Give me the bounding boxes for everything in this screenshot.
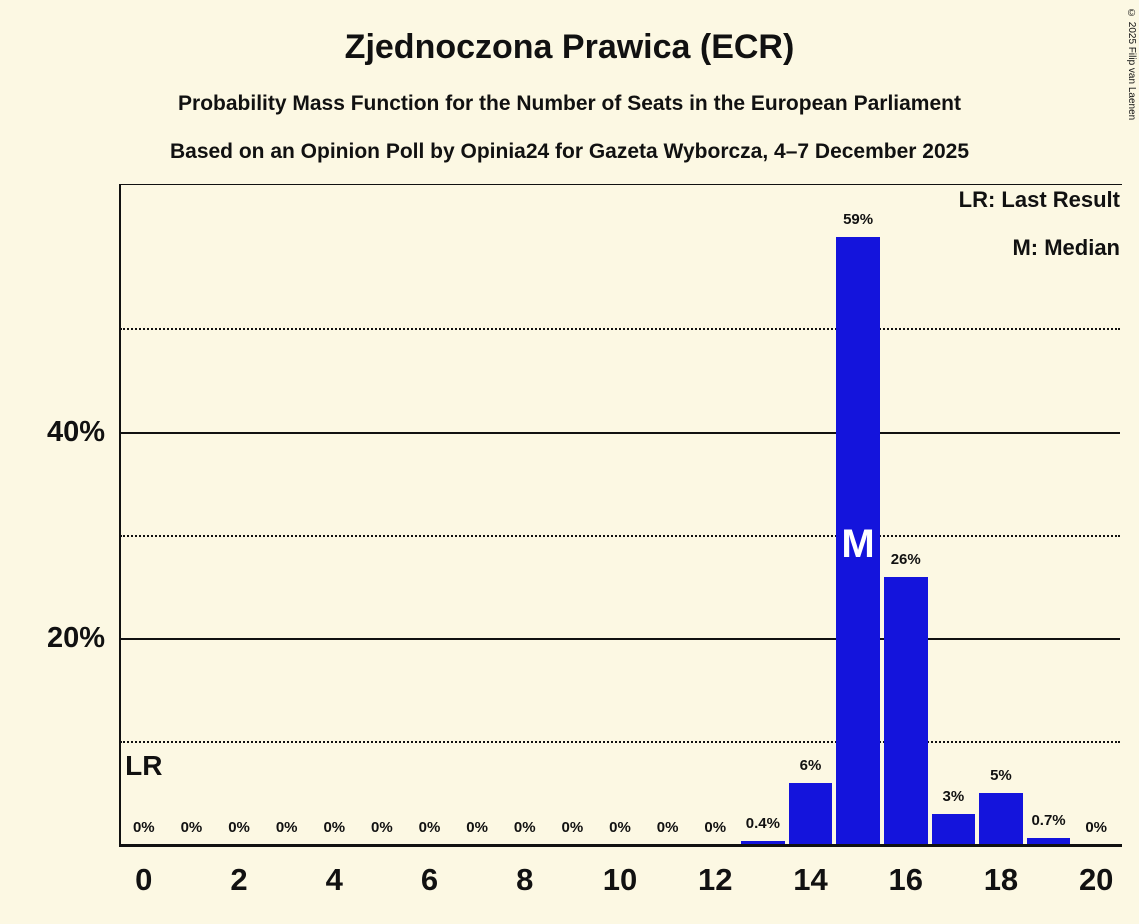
last-result-marker: LR: [125, 750, 163, 781]
chart-subtitle-line1: Probability Mass Function for the Number…: [178, 92, 961, 115]
bar-value-label-seat-18: 5%: [990, 767, 1012, 785]
y-axis-tick-label: 20%: [46, 621, 105, 654]
chart-subtitle-line2: Based on an Opinion Poll by Opinia24 for…: [169, 140, 970, 163]
gridline-dotted-10: [120, 740, 1120, 743]
x-axis-tick-label-4: 4: [325, 862, 343, 897]
legend-median: M: Median: [1012, 235, 1120, 260]
x-axis-tick-label-0: 0: [135, 862, 153, 897]
plot-top-border: [119, 184, 1122, 185]
bar-value-label-seat-4: 0%: [323, 819, 346, 836]
bar-value-label-seat-13: 0.4%: [745, 814, 780, 832]
gridline-solid-40: [120, 431, 1120, 434]
bar-value-label-seat-3: 0%: [275, 819, 298, 836]
bar-value-label-seat-14: 6%: [799, 757, 822, 775]
bar-seat-14: [788, 783, 833, 845]
bar-value-label-seat-7: 0%: [466, 819, 488, 836]
bar-value-label-seat-19: 0.7%: [1031, 811, 1066, 829]
bar-value-label-seat-9: 0%: [561, 819, 584, 836]
x-axis-tick-label-12: 12: [697, 862, 733, 897]
x-axis-tick-label-18: 18: [983, 862, 1019, 897]
bar-value-label-seat-6: 0%: [418, 819, 441, 836]
bar-seat-19: [1026, 837, 1071, 845]
bar-value-label-seat-2: 0%: [228, 819, 250, 836]
bar-seat-18: [979, 793, 1023, 845]
legend-last-result: LR: Last Result: [958, 187, 1120, 212]
bar-seat-15: [836, 236, 880, 845]
bar-value-label-seat-12: 0%: [704, 819, 727, 836]
copyright-notice: © 2025 Filip van Laenen: [1126, 8, 1137, 121]
bar-value-label-seat-15: 59%: [843, 210, 874, 228]
bar-value-label-seat-11: 0%: [656, 819, 679, 836]
bar-value-label-seat-10: 0%: [609, 819, 631, 836]
x-axis-tick-label-20: 20: [1078, 862, 1114, 897]
y-axis-tick-label: 40%: [46, 415, 105, 448]
x-axis-tick-label-14: 14: [793, 862, 828, 897]
x-axis-tick-label-6: 6: [420, 862, 439, 897]
gridline-dotted-50: [120, 328, 1120, 331]
bar-value-label-seat-1: 0%: [180, 819, 203, 836]
bar-seat-13: [741, 840, 785, 845]
bar-seat-16: [883, 576, 928, 845]
x-axis-tick-label-8: 8: [516, 862, 534, 897]
gridline-dotted-30: [120, 534, 1120, 537]
bar-value-label-seat-5: 0%: [371, 819, 393, 836]
bar-value-label-seat-16: 26%: [890, 550, 921, 568]
bar-value-label-seat-0: 0%: [132, 819, 155, 836]
median-marker: M: [841, 522, 875, 566]
y-axis-line: [119, 185, 121, 845]
bar-value-label-seat-20: 0%: [1085, 819, 1108, 836]
gridline-solid-20: [120, 637, 1120, 640]
x-axis-tick-label-2: 2: [230, 862, 248, 897]
page-title: Zjednoczona Prawica (ECR): [344, 28, 795, 66]
bar-value-label-seat-17: 3%: [942, 788, 965, 806]
bar-value-label-seat-8: 0%: [513, 819, 536, 836]
x-axis-tick-label-16: 16: [888, 862, 923, 897]
bar-seat-17: [931, 814, 976, 845]
x-axis-line: [119, 844, 1122, 847]
x-axis-tick-label-10: 10: [602, 862, 638, 897]
